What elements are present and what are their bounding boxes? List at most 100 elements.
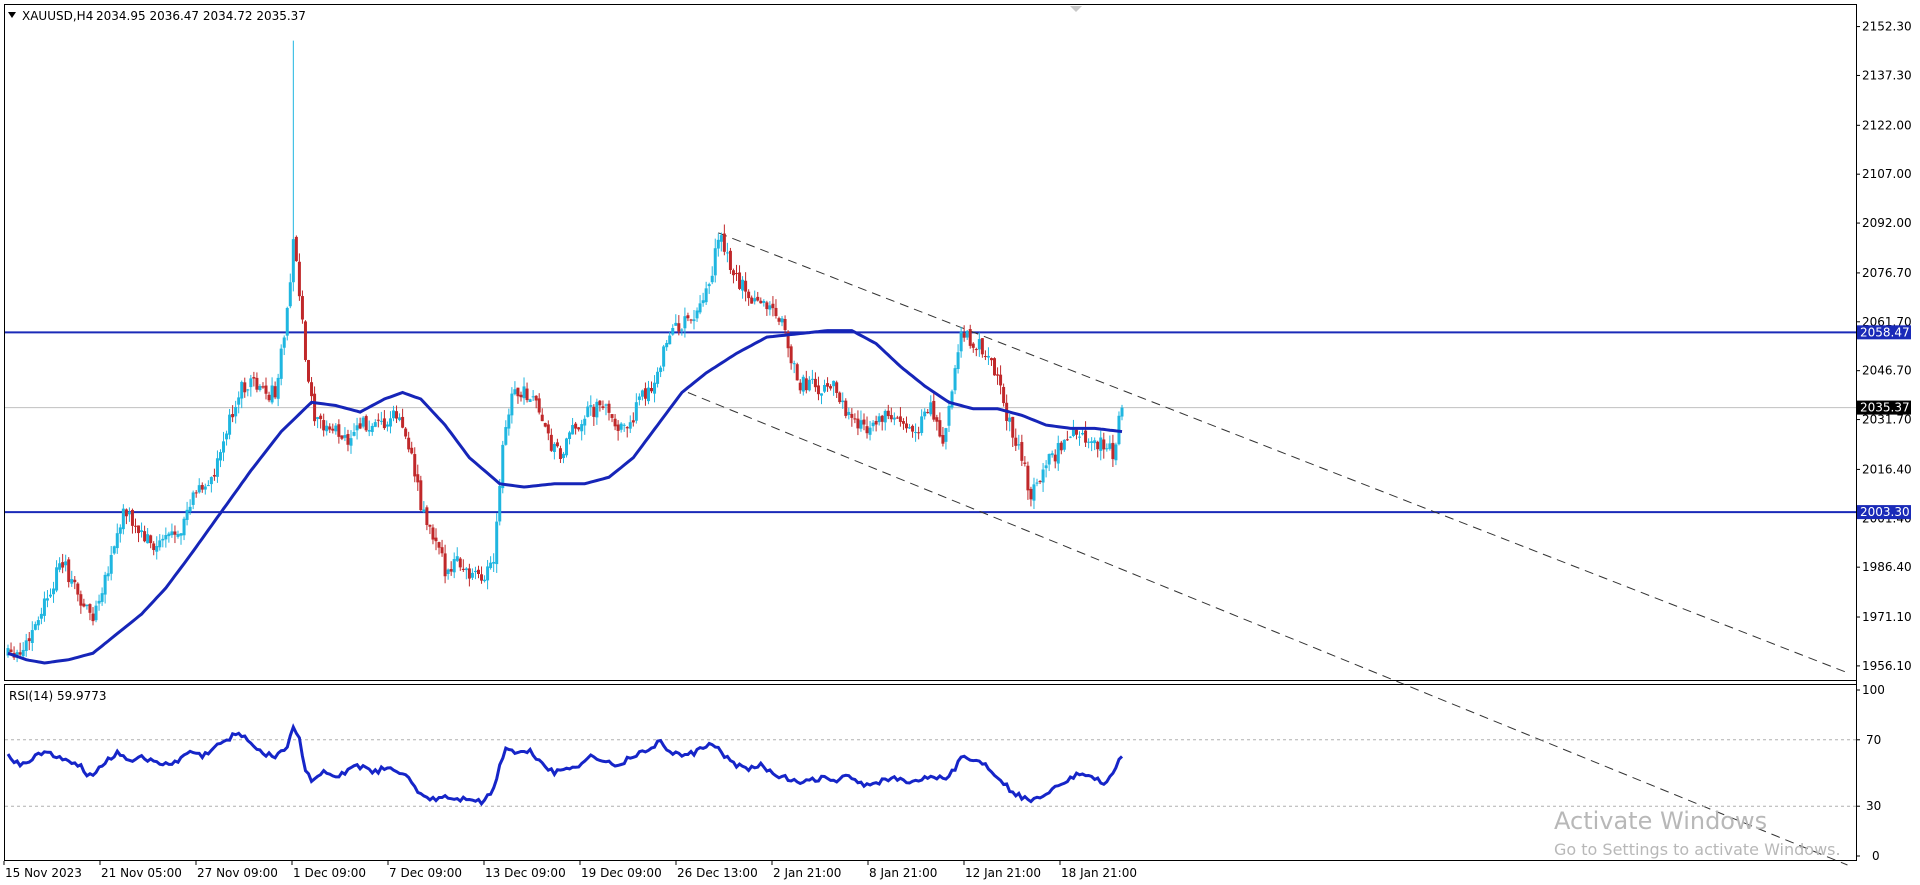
candle-body xyxy=(534,395,538,401)
candle-body xyxy=(36,620,40,626)
channel-trendline[interactable] xyxy=(718,232,1848,674)
candle-body xyxy=(130,509,134,526)
candle-body xyxy=(980,338,984,355)
candle-body xyxy=(206,485,210,487)
channel-trendline[interactable] xyxy=(687,392,1848,866)
current-price-tag: 2035.37 xyxy=(1860,401,1910,415)
candle-body xyxy=(771,303,775,309)
candle-body xyxy=(665,342,669,348)
candle-body xyxy=(246,389,250,391)
candle-body xyxy=(595,401,599,418)
candle-body xyxy=(1026,465,1030,491)
level-price-tag-bg xyxy=(1857,505,1911,520)
candle-body xyxy=(179,533,183,536)
candle-body xyxy=(1108,443,1112,449)
candle-body xyxy=(461,568,465,570)
candle-body xyxy=(504,427,508,445)
candle-body xyxy=(568,432,572,439)
candle-body xyxy=(30,630,34,643)
candle-body xyxy=(549,434,553,451)
candle-body xyxy=(680,329,684,331)
candle-body xyxy=(1111,442,1115,460)
candle-body xyxy=(762,301,766,303)
candle-body xyxy=(741,279,745,291)
candle-body xyxy=(443,553,447,577)
candle-body xyxy=(61,562,65,568)
candle-body xyxy=(476,569,480,575)
candle-body xyxy=(850,413,854,418)
candle-body xyxy=(1041,469,1045,483)
candle-body xyxy=(106,573,110,577)
candle-body xyxy=(698,303,702,313)
candle-body xyxy=(1038,481,1042,483)
candle-body xyxy=(458,558,462,568)
time-tick-label: 1 Dec 09:00 xyxy=(293,866,366,880)
candle-body xyxy=(376,419,380,421)
candle-body xyxy=(1087,441,1091,443)
candle-body xyxy=(747,291,751,299)
candle-body xyxy=(543,423,547,427)
candle-body xyxy=(316,417,320,420)
chart-menu-triangle-icon[interactable] xyxy=(8,12,16,18)
candle-body xyxy=(989,358,993,361)
candle-body xyxy=(1008,417,1012,422)
scroll-marker-icon[interactable] xyxy=(1070,6,1082,12)
candle-body xyxy=(586,406,590,417)
candle-body xyxy=(932,400,936,420)
candle-body xyxy=(88,604,92,613)
candle-body xyxy=(701,300,705,304)
candle-body xyxy=(419,480,423,511)
time-tick-label: 27 Nov 09:00 xyxy=(197,866,278,880)
time-tick-label: 21 Nov 05:00 xyxy=(101,866,182,880)
candle-body xyxy=(100,593,104,602)
candle-body xyxy=(1071,427,1075,437)
candle-body xyxy=(91,613,95,622)
candle-body xyxy=(750,297,754,304)
candle-body xyxy=(334,425,338,432)
candle-body xyxy=(492,561,496,564)
candle-body xyxy=(48,594,52,597)
candle-body xyxy=(920,416,924,433)
candle-body xyxy=(486,566,490,581)
candle-body xyxy=(70,579,74,584)
candle-body xyxy=(155,545,159,552)
candle-body xyxy=(668,335,672,345)
candle-body xyxy=(319,415,323,420)
candle-body xyxy=(889,415,893,420)
price-panel-frame xyxy=(4,4,1857,681)
candle-body xyxy=(1020,442,1024,461)
candle-body xyxy=(807,379,811,391)
candle-body xyxy=(291,239,295,283)
candle-body xyxy=(783,319,787,331)
candle-body xyxy=(112,546,116,554)
candle-body xyxy=(765,302,769,310)
price-tick-label: 2016.40 xyxy=(1862,462,1912,476)
candle-body xyxy=(662,346,666,367)
candle-body xyxy=(704,288,708,303)
candle-body xyxy=(525,388,529,401)
candle-body xyxy=(370,425,374,432)
candle-body xyxy=(786,331,790,349)
candle-body xyxy=(164,535,168,540)
candle-body xyxy=(941,435,945,444)
candle-body xyxy=(1029,488,1033,500)
candle-body xyxy=(97,600,101,604)
candle-body xyxy=(513,389,517,395)
price-tick-label: 2076.70 xyxy=(1862,266,1912,280)
candle-body xyxy=(904,423,908,429)
candle-body xyxy=(552,443,556,452)
candle-body xyxy=(604,404,608,406)
price-tick-label: 2137.30 xyxy=(1862,68,1912,82)
candle-body xyxy=(953,368,957,391)
candle-body xyxy=(956,352,960,370)
candle-body xyxy=(328,426,332,430)
candle-body xyxy=(580,424,584,432)
candle-body xyxy=(683,316,687,329)
time-axis: 15 Nov 2023 21 Nov 05:00 27 Nov 09:00 1 Dec… xyxy=(3,861,1137,880)
candle-body xyxy=(103,574,107,595)
time-tick-label: 13 Dec 09:00 xyxy=(485,866,566,880)
candle-body xyxy=(856,418,860,429)
candle-body xyxy=(862,419,866,425)
candle-body xyxy=(407,437,411,450)
